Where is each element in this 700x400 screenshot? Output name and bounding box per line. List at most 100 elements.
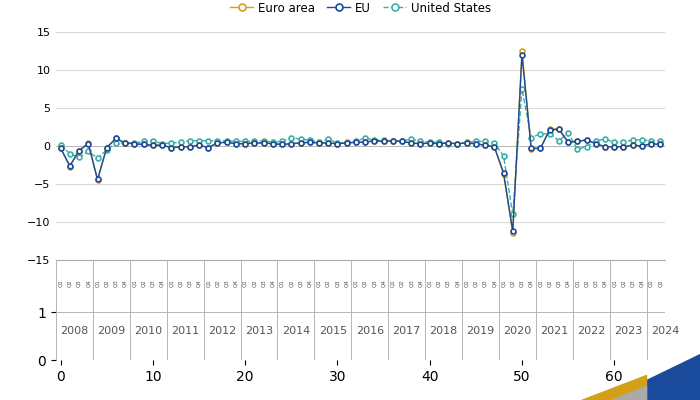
EU [508, 229, 517, 234]
Text: Q2: Q2 [215, 280, 220, 287]
Text: Q1: Q1 [538, 280, 543, 287]
Euro area [508, 230, 517, 235]
Text: Q3: Q3 [594, 280, 598, 287]
Text: Q4: Q4 [160, 280, 164, 287]
Text: Q3: Q3 [76, 280, 82, 287]
Text: Q2: Q2 [67, 280, 72, 287]
Text: Q1: Q1 [243, 280, 248, 287]
EU [204, 145, 213, 150]
Text: 2010: 2010 [134, 326, 162, 336]
Euro area [241, 141, 249, 146]
Text: 2018: 2018 [429, 326, 458, 336]
Euro area [545, 127, 554, 132]
Text: 2015: 2015 [318, 326, 347, 336]
Text: Q3: Q3 [224, 280, 229, 287]
Text: Q1: Q1 [612, 280, 617, 287]
EU [57, 146, 65, 151]
Polygon shape [581, 375, 647, 400]
EU [241, 141, 249, 146]
Text: 2022: 2022 [577, 326, 606, 336]
Text: Q1: Q1 [427, 280, 432, 287]
Text: Q3: Q3 [150, 280, 155, 287]
Text: 2012: 2012 [208, 326, 236, 336]
Text: Q4: Q4 [492, 280, 497, 287]
Text: Q3: Q3 [188, 280, 193, 287]
Text: Q2: Q2 [658, 280, 663, 287]
United States [57, 143, 65, 148]
Text: Q4: Q4 [86, 280, 91, 287]
Text: Q2: Q2 [289, 280, 294, 287]
Text: Q1: Q1 [206, 280, 211, 287]
Euro area [102, 145, 111, 150]
Text: Q3: Q3 [556, 280, 561, 287]
Text: Q2: Q2 [104, 280, 109, 287]
EU [518, 52, 526, 57]
United States [241, 139, 249, 144]
Text: Q4: Q4 [381, 280, 386, 287]
Text: Q4: Q4 [418, 280, 423, 287]
Text: 2023: 2023 [614, 326, 642, 336]
Text: 2019: 2019 [466, 326, 495, 336]
Text: Q3: Q3 [409, 280, 414, 287]
EU [315, 140, 323, 145]
Text: Q4: Q4 [197, 280, 202, 287]
Text: 2009: 2009 [97, 326, 125, 336]
Text: Q4: Q4 [528, 280, 533, 287]
Text: Q4: Q4 [566, 280, 570, 287]
United States [324, 137, 332, 142]
Text: Q3: Q3 [261, 280, 266, 287]
Text: Q4: Q4 [455, 280, 460, 287]
Text: Q2: Q2 [473, 280, 478, 287]
Line: United States: United States [58, 86, 663, 217]
EU [656, 142, 664, 147]
Text: Q2: Q2 [436, 280, 442, 287]
EU [545, 128, 554, 132]
Text: Q1: Q1 [279, 280, 285, 287]
Text: Q1: Q1 [391, 280, 395, 287]
Text: 2021: 2021 [540, 326, 568, 336]
Text: Q1: Q1 [501, 280, 506, 287]
Text: Q2: Q2 [400, 280, 405, 287]
Euro area [656, 142, 664, 147]
Line: EU: EU [58, 52, 663, 234]
Text: Q1: Q1 [575, 280, 580, 287]
Text: Q1: Q1 [58, 280, 63, 287]
United States [204, 138, 213, 143]
United States [518, 87, 526, 92]
Text: Q4: Q4 [122, 280, 127, 287]
United States [545, 132, 554, 136]
Text: Q2: Q2 [584, 280, 589, 287]
Text: Q3: Q3 [113, 280, 118, 287]
Text: Q2: Q2 [363, 280, 368, 287]
Text: 2008: 2008 [60, 326, 89, 336]
EU [324, 140, 332, 145]
United States [508, 212, 517, 217]
Text: Q1: Q1 [464, 280, 469, 287]
Line: Euro area: Euro area [58, 48, 663, 235]
Text: Q2: Q2 [141, 280, 146, 287]
Text: Q1: Q1 [169, 280, 174, 287]
Text: Q2: Q2 [178, 280, 183, 287]
United States [102, 148, 111, 152]
Text: Q2: Q2 [252, 280, 257, 287]
Text: 2011: 2011 [171, 326, 199, 336]
Text: Q3: Q3 [630, 280, 635, 287]
Text: Q1: Q1 [649, 280, 654, 287]
Text: Q2: Q2 [510, 280, 515, 287]
Text: Q1: Q1 [95, 280, 100, 287]
Text: Q3: Q3 [519, 280, 524, 287]
Text: 2016: 2016 [356, 326, 384, 336]
Euro area [204, 145, 213, 150]
Text: Q4: Q4 [307, 280, 312, 287]
Text: Q1: Q1 [316, 280, 321, 287]
Text: Q1: Q1 [132, 280, 137, 287]
Text: Q4: Q4 [270, 280, 275, 287]
Euro area [518, 48, 526, 53]
Euro area [315, 140, 323, 145]
Text: Q4: Q4 [233, 280, 239, 287]
Text: 2013: 2013 [245, 326, 273, 336]
Text: Q4: Q4 [344, 280, 349, 287]
Euro area [324, 140, 332, 145]
Text: Q3: Q3 [298, 280, 303, 287]
Text: 2014: 2014 [282, 326, 310, 336]
